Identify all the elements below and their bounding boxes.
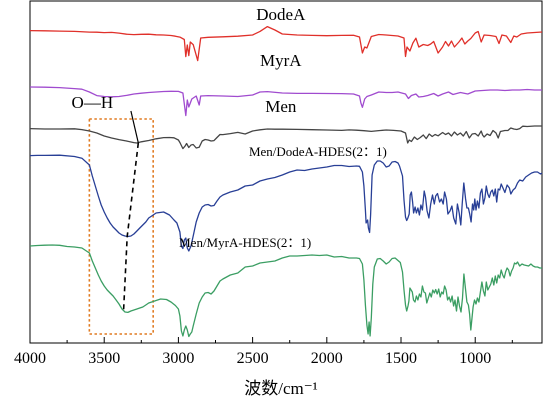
series-line-myra <box>29 86 542 117</box>
oh-region-box <box>88 118 154 335</box>
series-label-men: Men <box>265 97 297 116</box>
x-tick-label-4000: 4000 <box>14 350 46 367</box>
x-tick-label-2000: 2000 <box>311 350 343 367</box>
x-tick-label-3500: 3500 <box>88 350 120 367</box>
oh-label: O—H <box>72 93 114 112</box>
series-layer <box>29 25 543 338</box>
x-tick-label-1500: 1500 <box>385 350 417 367</box>
x-axis: 4000 3500 3000 2500 2000 1500 1000 <box>14 337 513 367</box>
series-line-men-dodea-hdes-2-1 <box>29 154 543 252</box>
series-label-men-myra-hdes-2-1: Men/MyrA-HDES(2：1) <box>179 235 311 250</box>
series-label-men-dodea-hdes-2-1: Men/DodeA-HDES(2：1) <box>249 144 387 159</box>
x-tick-label-1000: 1000 <box>459 350 491 367</box>
oh-trend-dashed-line <box>122 142 140 313</box>
x-tick-label-3000: 3000 <box>162 350 194 367</box>
series-label-layer: DodeA MyrA Men Men/DodeA-HDES(2：1) Men/MyrA-… <box>179 5 387 250</box>
oh-pointer-line <box>130 110 139 144</box>
plot-frame <box>29 0 543 344</box>
x-axis-label: 波数/cm⁻¹ <box>244 379 318 398</box>
x-tick-label-2500: 2500 <box>237 350 269 367</box>
series-label-dodea: DodeA <box>256 5 306 24</box>
series-label-myra: MyrA <box>260 51 302 70</box>
series-line-men <box>29 125 542 150</box>
series-line-men-myra-hdes-2-1 <box>29 244 542 338</box>
annotation-layer: O—H <box>72 93 140 313</box>
series-line-dodea <box>29 25 543 62</box>
oh-box-layer <box>88 118 154 335</box>
